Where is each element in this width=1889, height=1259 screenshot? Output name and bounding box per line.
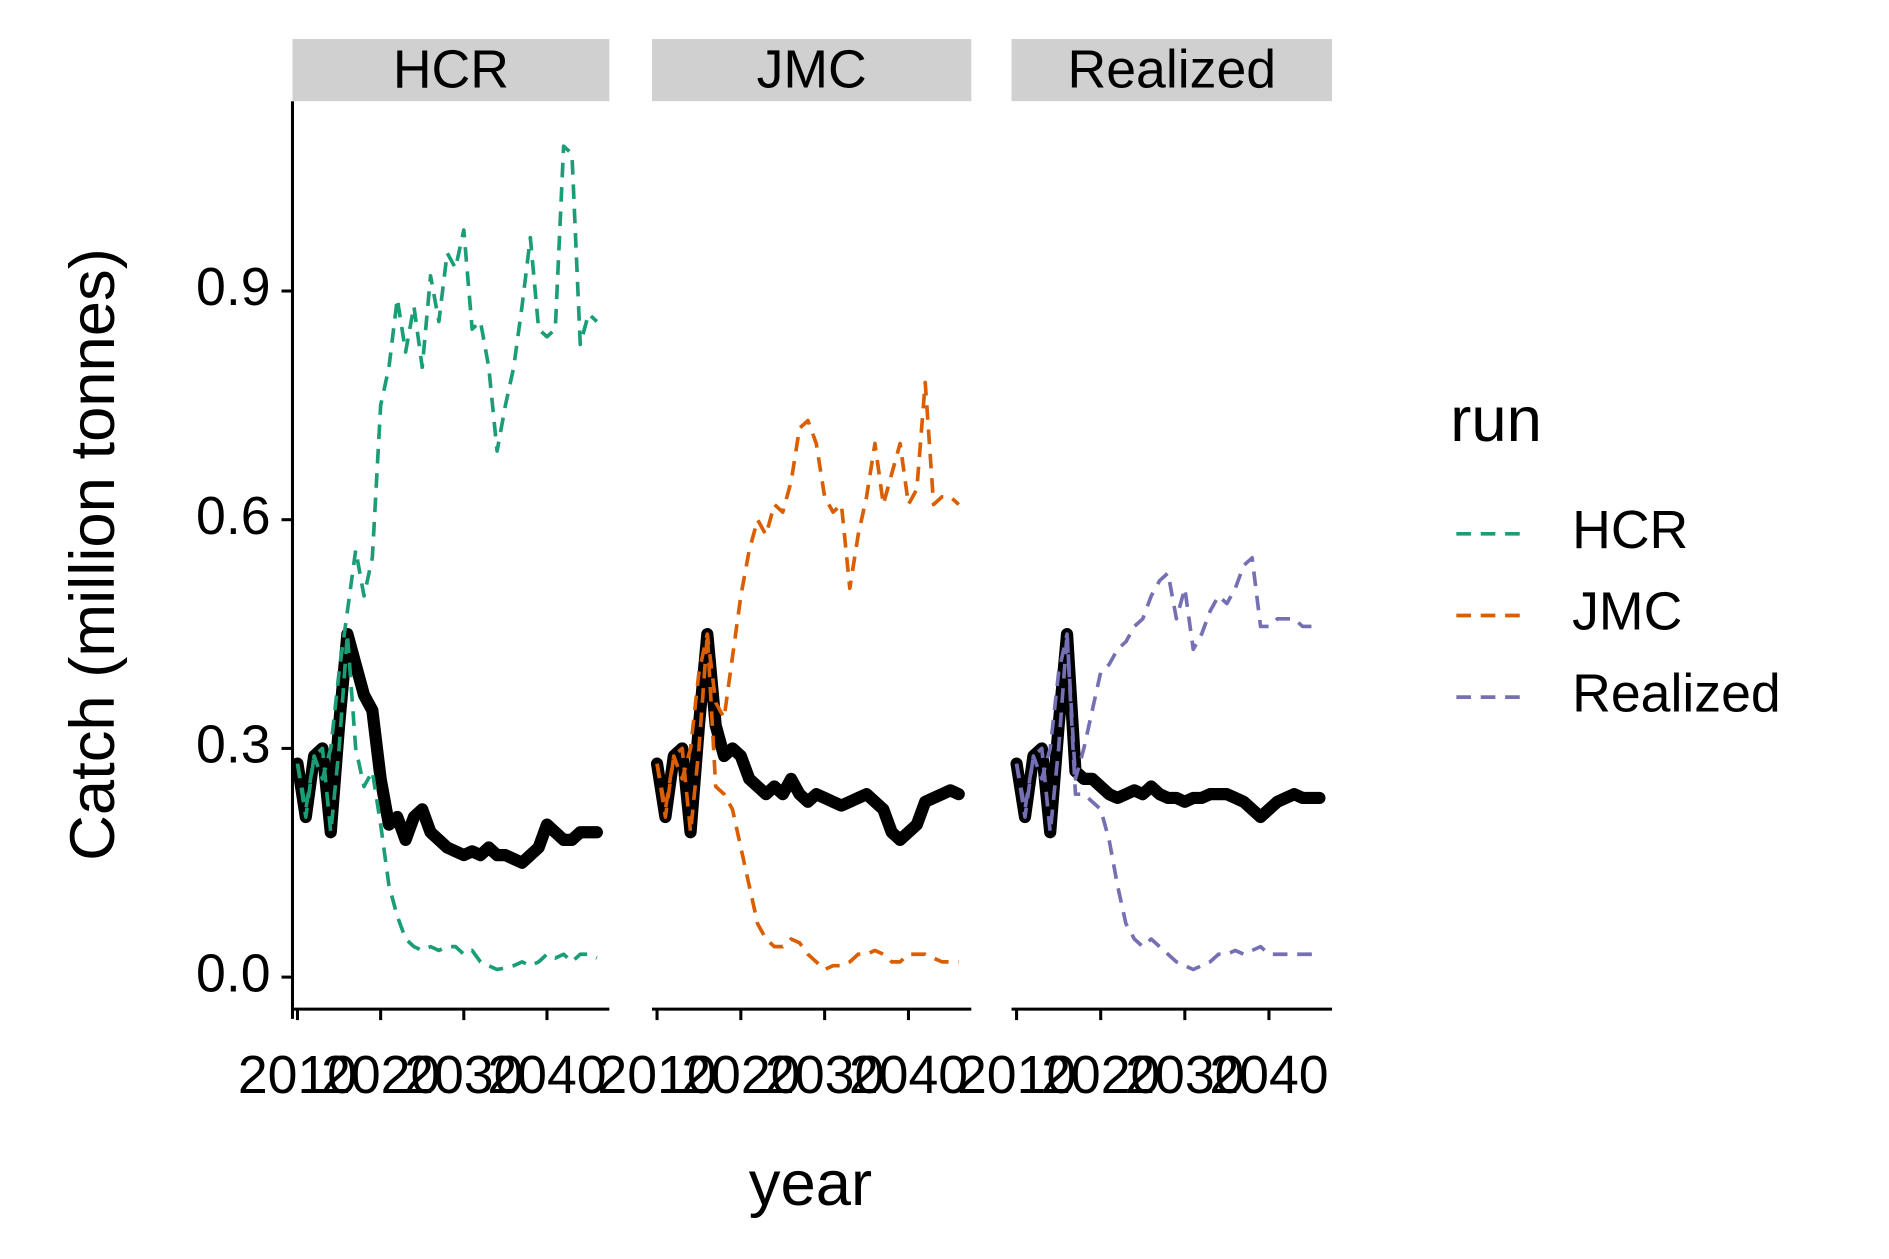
y-tick-label: 0.9	[196, 257, 271, 317]
strip	[1011, 39, 1333, 102]
legend-label: HCR	[1572, 500, 1688, 560]
x-tick-label: 2010	[957, 1045, 1076, 1105]
strip-label: JMC	[757, 39, 867, 99]
upper-line	[1014, 555, 1320, 812]
legend-label: JMC	[1572, 582, 1682, 642]
median-line	[291, 627, 603, 869]
median-line	[650, 627, 965, 846]
x-tick-label: 2020	[1041, 1045, 1160, 1105]
lower-line	[655, 632, 959, 972]
strip-label: Realized	[1067, 39, 1276, 99]
x-tick-label: 2030	[1125, 1045, 1244, 1105]
x-tick-label: 2030	[404, 1045, 523, 1105]
lower-line	[1014, 632, 1320, 972]
y-axis-title: Catch (million tonnes)	[58, 248, 128, 861]
y-tick-label: 0.0	[196, 943, 271, 1003]
y-tick-label: 0.6	[196, 486, 271, 546]
legend-title: run	[1450, 385, 1542, 455]
x-tick-label: 2030	[765, 1045, 884, 1105]
upper-line	[655, 380, 960, 812]
x-tick-label: 2040	[487, 1045, 606, 1105]
y-tick-label: 0.3	[196, 715, 271, 775]
upper-line	[295, 144, 599, 812]
x-tick-label: 2010	[597, 1045, 716, 1105]
x-tick-label: 2020	[681, 1045, 800, 1105]
legend-label: Realized	[1572, 663, 1781, 723]
x-tick-label: 2040	[849, 1045, 968, 1105]
x-axis-title: year	[749, 1149, 872, 1219]
strip-label: HCR	[393, 39, 509, 99]
x-tick-label: 2040	[1209, 1045, 1328, 1105]
x-tick-label: 2020	[321, 1045, 440, 1105]
median-line	[1010, 627, 1326, 839]
strip	[292, 39, 610, 102]
x-tick-label: 2010	[238, 1045, 357, 1105]
strip	[652, 39, 972, 102]
